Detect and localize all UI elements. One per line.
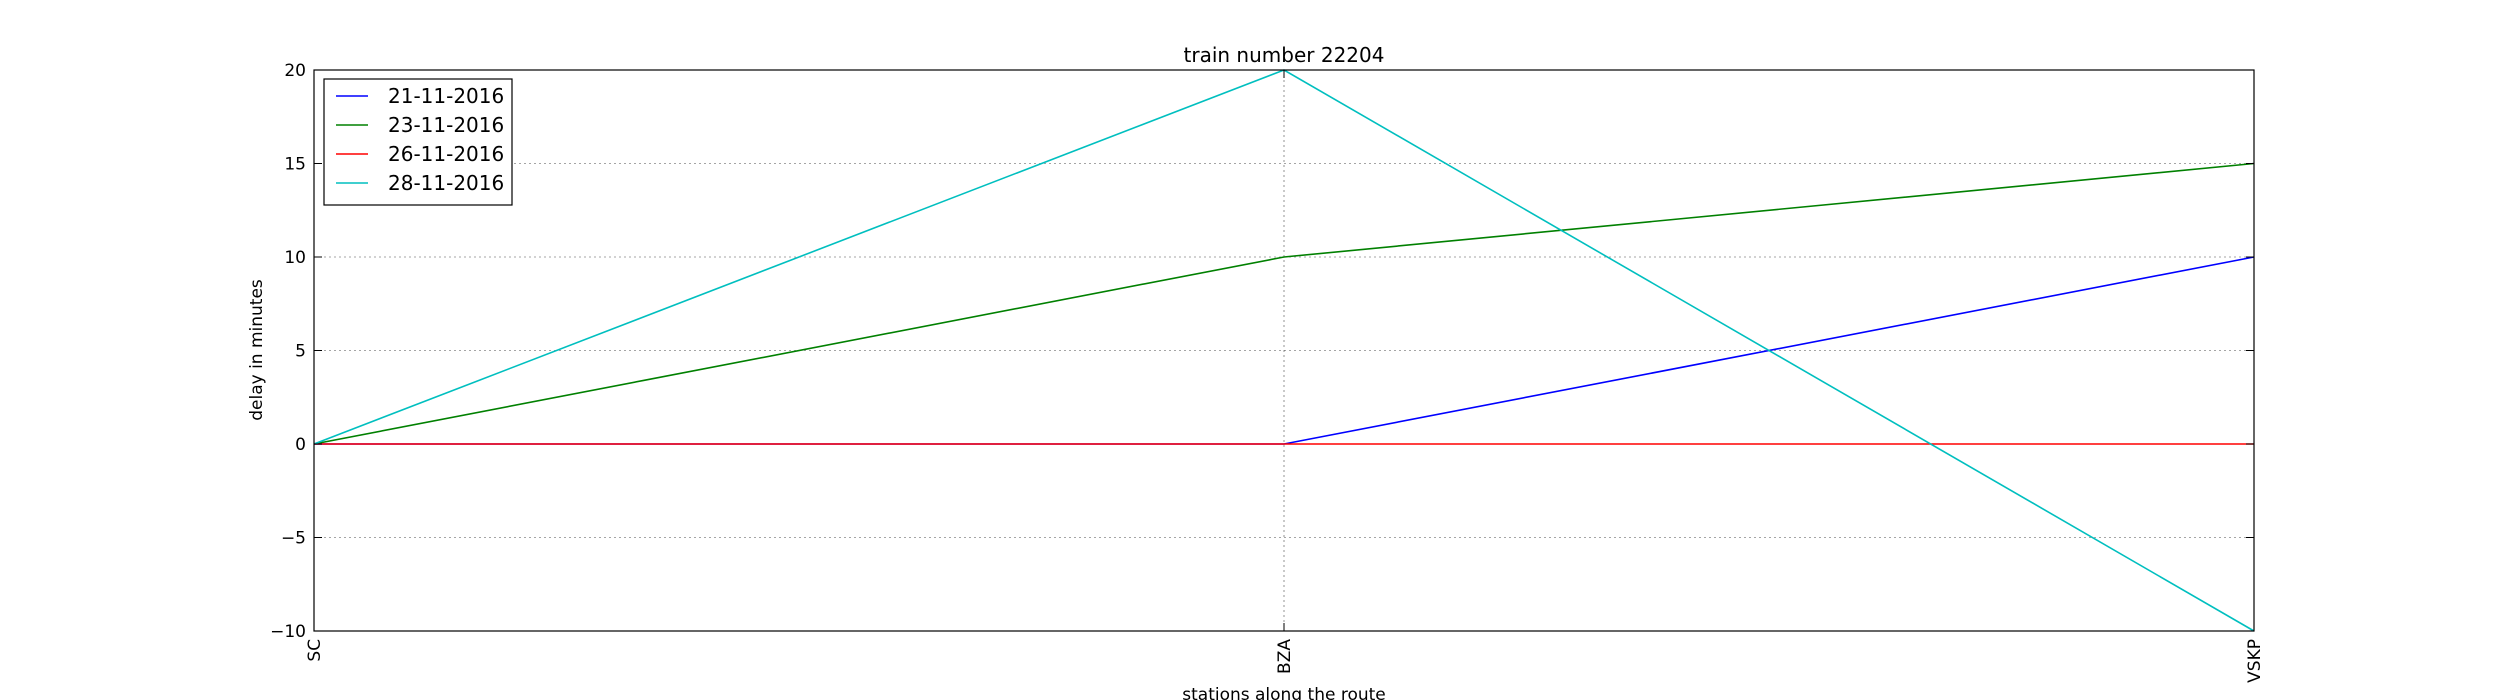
y-axis-label: delay in minutes [247,279,267,421]
legend-entry: 23-11-2016 [388,113,504,137]
y-tick-label: −5 [281,529,306,549]
y-tick-label: 5 [295,342,306,362]
y-tick-label: −10 [270,622,306,642]
grid [314,70,2254,631]
x-tick-label: BZA [1275,639,1295,674]
y-axis: −10 −5 0 5 10 15 20 [270,61,2254,642]
x-tick-label: VSKP [2245,639,2265,683]
y-tick-label: 10 [284,248,306,268]
y-tick-label: 15 [284,155,306,175]
y-tick-label: 20 [284,61,306,81]
chart-title: train number 22204 [1184,43,1385,67]
legend-box [323,78,513,206]
x-axis: SC BZA VSKP [305,70,2265,683]
y-tick-label: 0 [295,435,306,455]
legend-entry: 21-11-2016 [388,84,504,108]
plot-lines [313,69,2255,632]
legend-entry: 28-11-2016 [388,171,504,195]
x-tick-label: SC [305,639,325,662]
legend-entry: 26-11-2016 [388,142,504,166]
x-axis-label: stations along the route [1182,685,1386,700]
legend: 21-11-2016 23-11-2016 26-11-2016 28-11-2016 [323,78,513,206]
